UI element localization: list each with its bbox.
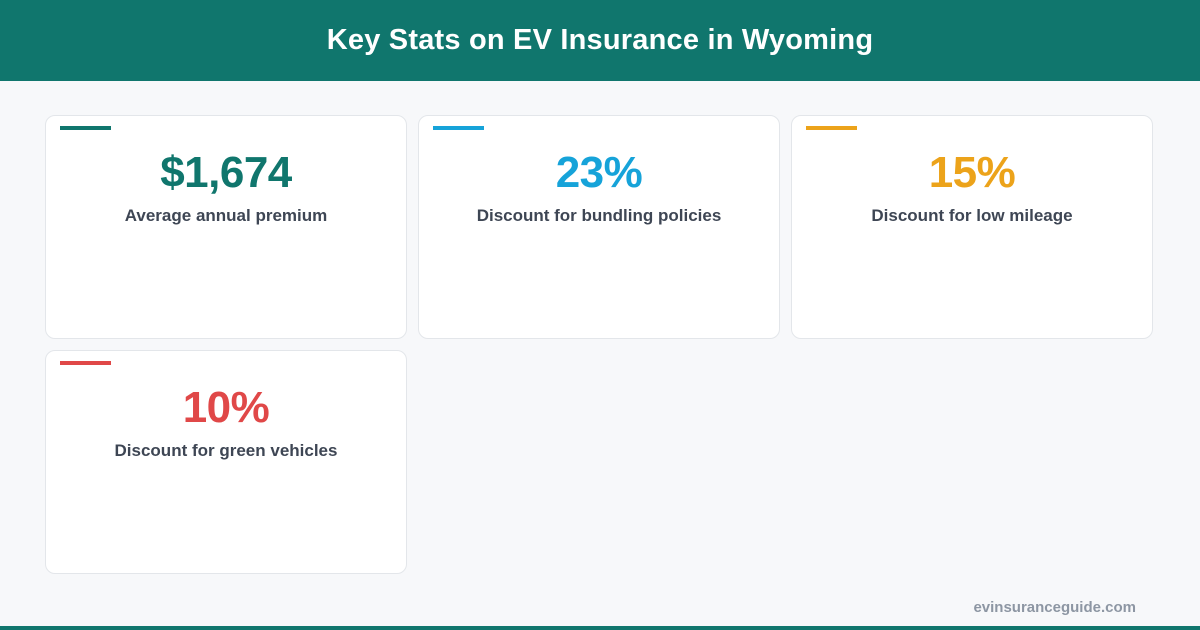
stat-value: 15% xyxy=(928,148,1016,197)
card-accent-bar xyxy=(433,126,484,130)
stat-value: 10% xyxy=(182,383,270,432)
card-accent-bar xyxy=(60,126,111,130)
card-accent-bar xyxy=(806,126,857,130)
stat-value: 23% xyxy=(555,148,643,197)
stat-value: $1,674 xyxy=(160,148,292,197)
stat-card-average-premium: $1,674 Average annual premium xyxy=(45,115,407,339)
footer-bar xyxy=(0,626,1200,630)
page-title: Key Stats on EV Insurance in Wyoming xyxy=(326,24,874,56)
stat-label: Discount for low mileage xyxy=(871,206,1073,225)
site-url: evinsuranceguide.com xyxy=(973,599,1136,616)
page-header: Key Stats on EV Insurance in Wyoming xyxy=(0,0,1200,81)
card-accent-bar xyxy=(60,361,111,365)
stat-label: Average annual premium xyxy=(124,206,328,225)
stat-card-bundling-discount: 23% Discount for bundling policies xyxy=(418,115,780,339)
stat-label: Discount for bundling policies xyxy=(476,206,722,225)
stat-card-green-vehicle-discount: 10% Discount for green vehicles xyxy=(45,350,407,574)
stat-card-low-mileage-discount: 15% Discount for low mileage xyxy=(791,115,1153,339)
stat-label: Discount for green vehicles xyxy=(114,441,338,460)
